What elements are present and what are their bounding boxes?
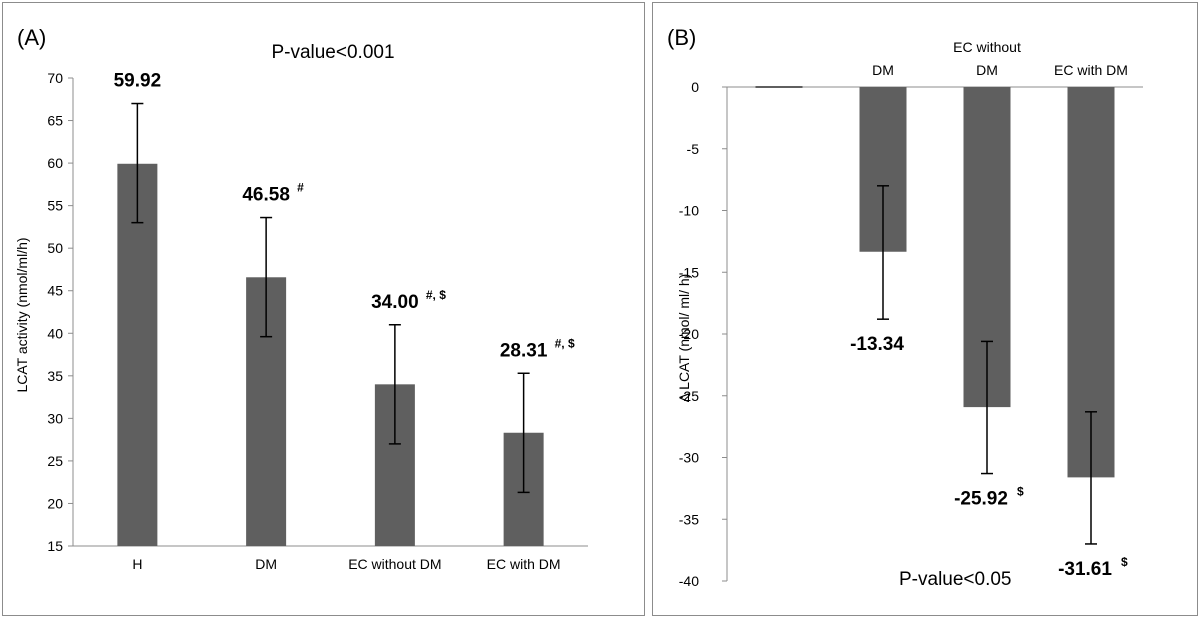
y-tick-label: -30 [679, 450, 699, 466]
y-tick-label: 70 [47, 70, 63, 86]
x-category-label: EC with DM [487, 556, 561, 572]
data-label: 28.31 [500, 340, 548, 361]
y-tick-label: 35 [47, 368, 63, 384]
x-category-label: DM [255, 556, 277, 572]
bar [117, 163, 158, 546]
y-tick-label: -10 [679, 203, 699, 219]
data-label-superscript: $ [1017, 485, 1024, 499]
x-category-label: DM [872, 62, 894, 78]
chart-panel-a: (A) P-value<0.001 LCAT activity (nmol/ml… [2, 2, 645, 616]
x-category-label: EC without DM [348, 556, 441, 572]
y-tick-label: -35 [679, 511, 699, 527]
p-value-annotation-b: P-value<0.05 [899, 569, 1012, 590]
y-tick-label: 25 [47, 453, 63, 469]
panel-label-b: (B) [667, 25, 696, 50]
y-tick-label: -20 [679, 326, 699, 342]
y-tick-label: -5 [687, 141, 700, 157]
y-tick-label: 0 [691, 79, 699, 95]
y-tick-label: -25 [679, 388, 699, 404]
x-category-label: EC without [953, 39, 1021, 55]
data-label-superscript: # [297, 181, 304, 195]
data-label: -31.61 [1058, 559, 1112, 580]
data-label: -13.34 [850, 334, 904, 355]
y-tick-label: 15 [47, 538, 63, 554]
y-tick-label: 45 [47, 283, 63, 299]
y-tick-label: 60 [47, 155, 63, 171]
data-label-superscript: $ [1121, 555, 1128, 569]
p-value-annotation-a: P-value<0.001 [271, 42, 394, 63]
data-label-superscript: #, $ [555, 336, 575, 350]
data-label: -25.92 [954, 489, 1008, 510]
chart-b-svg: (B) P-value<0.05 Δ LCAT (nmol/ ml/ h) 0 -… [667, 25, 1143, 590]
panel-label-a: (A) [17, 25, 46, 50]
data-label: 46.58 [242, 185, 290, 206]
y-tick-label: 30 [47, 410, 63, 426]
y-tick-label: 50 [47, 240, 63, 256]
y-tick-label: 65 [47, 113, 63, 129]
y-tick-label: 55 [47, 198, 63, 214]
y-axis-title-b: Δ LCAT (nmol/ ml/ h) [676, 274, 692, 403]
y-tick-label: -15 [679, 264, 699, 280]
x-category-label: H [132, 556, 142, 572]
y-tick-label: 20 [47, 495, 63, 511]
chart-a-svg: (A) P-value<0.001 LCAT activity (nmol/ml… [14, 25, 588, 572]
x-category-label: DM [976, 62, 998, 78]
chart-panel-b: (B) P-value<0.05 Δ LCAT (nmol/ ml/ h) 0 -… [652, 2, 1198, 616]
data-label: 34.00 [371, 292, 419, 313]
x-category-label: EC with DM [1054, 62, 1128, 78]
y-tick-label: -40 [679, 573, 699, 589]
data-label-superscript: #, $ [426, 288, 446, 302]
y-tick-label: 40 [47, 325, 63, 341]
data-label: 59.92 [114, 71, 162, 92]
y-axis-title-a: LCAT activity (nmol/ml/h) [14, 237, 30, 392]
